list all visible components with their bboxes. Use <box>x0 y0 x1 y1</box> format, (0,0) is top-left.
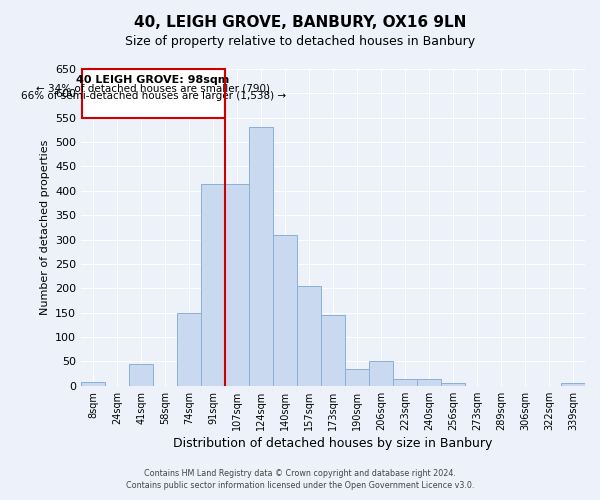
Bar <box>177 312 201 386</box>
Text: 66% of semi-detached houses are larger (1,538) →: 66% of semi-detached houses are larger (… <box>20 92 286 102</box>
Text: Size of property relative to detached houses in Banbury: Size of property relative to detached ho… <box>125 35 475 48</box>
Text: Contains HM Land Registry data © Crown copyright and database right 2024.
Contai: Contains HM Land Registry data © Crown c… <box>126 468 474 490</box>
Y-axis label: Number of detached properties: Number of detached properties <box>40 140 50 315</box>
Bar <box>345 369 369 386</box>
FancyBboxPatch shape <box>82 69 225 117</box>
Bar <box>321 315 345 386</box>
Bar <box>393 378 417 386</box>
Bar <box>249 128 273 386</box>
Bar <box>417 378 441 386</box>
Text: 40 LEIGH GROVE: 98sqm: 40 LEIGH GROVE: 98sqm <box>76 75 230 85</box>
Bar <box>297 286 321 386</box>
Bar <box>561 384 585 386</box>
Text: 40, LEIGH GROVE, BANBURY, OX16 9LN: 40, LEIGH GROVE, BANBURY, OX16 9LN <box>134 15 466 30</box>
Text: ← 34% of detached houses are smaller (790): ← 34% of detached houses are smaller (79… <box>36 84 270 94</box>
Bar <box>225 184 249 386</box>
Bar <box>81 382 105 386</box>
Bar <box>201 184 225 386</box>
Bar <box>441 384 465 386</box>
Bar <box>129 364 153 386</box>
Bar <box>369 362 393 386</box>
Bar <box>273 234 297 386</box>
X-axis label: Distribution of detached houses by size in Banbury: Distribution of detached houses by size … <box>173 437 493 450</box>
